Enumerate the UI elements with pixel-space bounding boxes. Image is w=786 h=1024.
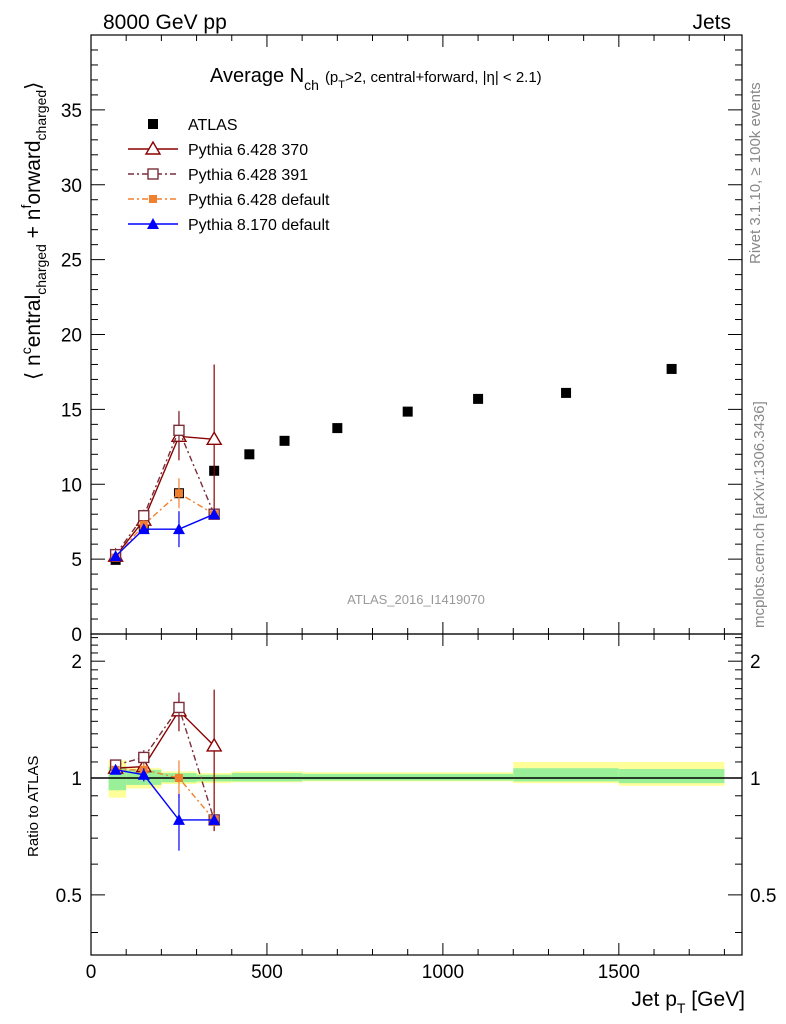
ratio-panel-frame: [90, 633, 743, 956]
x-tick-label: 1500: [598, 962, 640, 983]
y-tick-label: 10: [61, 475, 82, 496]
marker-triangle-open: [144, 140, 162, 155]
ratio-tick-label: 0.5: [56, 886, 82, 907]
ratio-tick-label: 2: [71, 652, 82, 673]
ratio-tick-label: 1: [71, 769, 82, 790]
x-tick-label: 500: [251, 962, 283, 983]
y-tick-label: 35: [61, 101, 82, 122]
marker-square: [666, 363, 677, 374]
x-tick-label: 0: [86, 962, 97, 983]
ratio-band-inner: [231, 773, 303, 782]
marker-square-open: [147, 168, 159, 180]
marker-square: [149, 195, 157, 203]
ratio-series-line: [115, 769, 215, 821]
marker-square-open: [173, 424, 185, 437]
marker-square: [561, 387, 572, 398]
marker-triangle-open: [205, 430, 223, 446]
legend-label: Pythia 6.428 391: [188, 167, 308, 184]
ratio-series-line: [115, 769, 215, 821]
y-tick-label: 5: [71, 550, 82, 571]
rivet-label: Rivet 3.1.10, ≥ 100k events: [747, 82, 764, 264]
series-line: [115, 513, 215, 557]
marker-square: [174, 489, 183, 498]
marker-square: [402, 406, 413, 417]
legend-item: ATLAS: [148, 117, 238, 134]
marker-triangle: [137, 768, 150, 780]
marker-triangle: [172, 523, 185, 535]
marker-square-open: [173, 701, 185, 714]
y-tick-label: 15: [61, 400, 82, 421]
marker-square-open: [138, 751, 150, 764]
x-axis-label: Jet pT [GeV]: [631, 988, 745, 1016]
marker-triangle: [109, 763, 122, 775]
legend-label: ATLAS: [188, 117, 238, 134]
ratio-y-axis-label: Ratio to ATLAS: [25, 756, 42, 857]
header-category: Jets: [692, 11, 731, 34]
marker-triangle: [208, 508, 221, 520]
y-tick-label: 30: [61, 176, 82, 197]
marker-square: [174, 774, 183, 783]
chart-title: Average Nch (pT>2, central+forward, |η| <…: [210, 65, 542, 93]
ratio-tick-label: 1: [750, 769, 761, 790]
series-line: [115, 435, 215, 557]
series-line: [115, 492, 215, 559]
analysis-id: ATLAS_2016_I1419070: [347, 592, 485, 607]
marker-square: [244, 449, 255, 460]
ratio-band-inner: [513, 768, 619, 782]
ratio-band-inner: [302, 773, 514, 781]
legend-item: Pythia 6.428 default: [128, 192, 330, 209]
marker-square: [279, 435, 290, 446]
legend-item: Pythia 6.428 370: [128, 140, 308, 159]
marker-triangle: [137, 523, 150, 535]
ratio-series-line: [115, 705, 215, 821]
legend-label: Pythia 6.428 default: [188, 192, 330, 209]
marker-triangle: [109, 550, 122, 562]
marker-triangle: [172, 813, 185, 825]
y-axis-label: ⟨ ncentralcharged + nforwardcharged⟩: [18, 82, 49, 380]
ratio-tick-label: 2: [750, 652, 761, 673]
legend-item: Pythia 8.170 default: [128, 217, 330, 234]
marker-square-open: [138, 509, 150, 522]
legend-item: Pythia 6.428 391: [128, 167, 308, 184]
y-tick-label: 25: [61, 251, 82, 272]
marker-triangle: [208, 813, 221, 825]
ratio-tick-label: 0.5: [750, 886, 776, 907]
marker-square: [473, 393, 484, 404]
marker-square: [148, 119, 158, 129]
marker-square: [332, 423, 343, 434]
ratio-band-inner: [618, 769, 725, 784]
legend-label: Pythia 8.170 default: [188, 217, 330, 234]
mcplots-label: mcplots.cern.ch [arXiv:1306.3436]: [751, 401, 768, 628]
y-tick-label: 20: [61, 326, 82, 347]
y-tick-label: 0: [71, 625, 82, 646]
legend-label: Pythia 6.428 370: [188, 142, 308, 159]
series-line: [115, 428, 215, 556]
header-energy: 8000 GeV pp: [103, 11, 227, 34]
marker-triangle: [147, 218, 159, 229]
ratio-series-line: [115, 709, 215, 769]
marker-triangle-open: [205, 737, 223, 752]
x-tick-label: 1000: [422, 962, 464, 983]
